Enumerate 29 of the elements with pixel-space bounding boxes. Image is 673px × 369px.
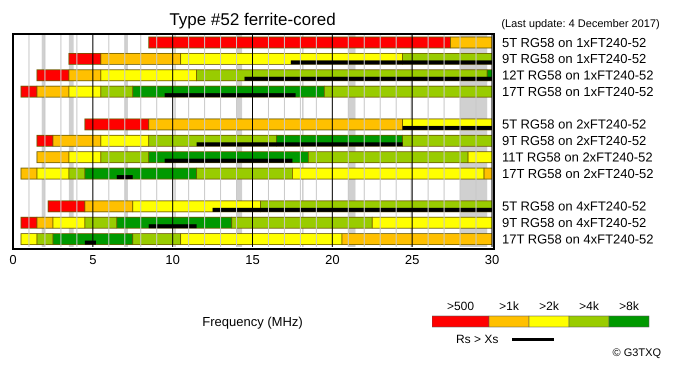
x-tick-label: 0 (9, 252, 17, 268)
y-tick-label: 9T RG58 on 1xFT240-52 (502, 51, 646, 66)
x-axis-title: Frequency (MHz) (201, 314, 304, 329)
x-tick-label: 25 (404, 252, 420, 268)
text: >500 (446, 299, 474, 313)
y-tick-label: 17T RG58 on 4xFT240-52 (502, 231, 654, 246)
text: >4k (579, 299, 600, 313)
y-tick-label: 9T RG58 on 4xFT240-52 (502, 215, 646, 230)
y-tick-label: 5T RG58 on 2xFT240-52 (502, 116, 646, 132)
chart-title: Type #52 ferrite-cored (168, 10, 337, 30)
x-tick-label: 30 (484, 252, 500, 268)
legend-label: Rs > Xs (456, 332, 498, 346)
text: >2k (539, 299, 560, 313)
y-tick-label: 11T RG58 on 2xFT240-52 (502, 150, 653, 164)
x-tick-label: 10 (165, 252, 180, 268)
text: (Last update: 4 December 2017) (500, 18, 661, 30)
text: >1k (499, 299, 520, 313)
y-tick-label: 5T RG58 on 1xFT240-52 (502, 34, 646, 50)
y-tick-label: 17T RG58 on 2xFT240-52 (502, 166, 654, 181)
y-tick-label: 17T RG58 on 1xFT240-52 (502, 84, 654, 99)
bar (116, 175, 133, 180)
x-tick-label: 20 (325, 252, 340, 268)
x-tick-label: 5 (89, 252, 96, 268)
y-tick-label: 12T RG58 on 1xFT240-52 (502, 68, 654, 83)
y-tick-label: 5T RG58 on 4xFT240-52 (502, 198, 646, 214)
text: >8k (619, 299, 640, 313)
y-tick-label: 9T RG58 on 2xFT240-52 (502, 133, 646, 148)
text: © G3TXQ (612, 347, 661, 359)
x-tick-label: 15 (245, 252, 260, 268)
